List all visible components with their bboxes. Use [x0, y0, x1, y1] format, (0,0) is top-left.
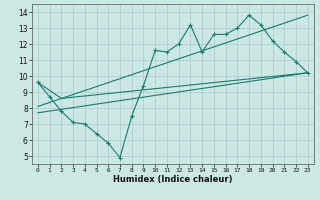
- X-axis label: Humidex (Indice chaleur): Humidex (Indice chaleur): [113, 175, 233, 184]
